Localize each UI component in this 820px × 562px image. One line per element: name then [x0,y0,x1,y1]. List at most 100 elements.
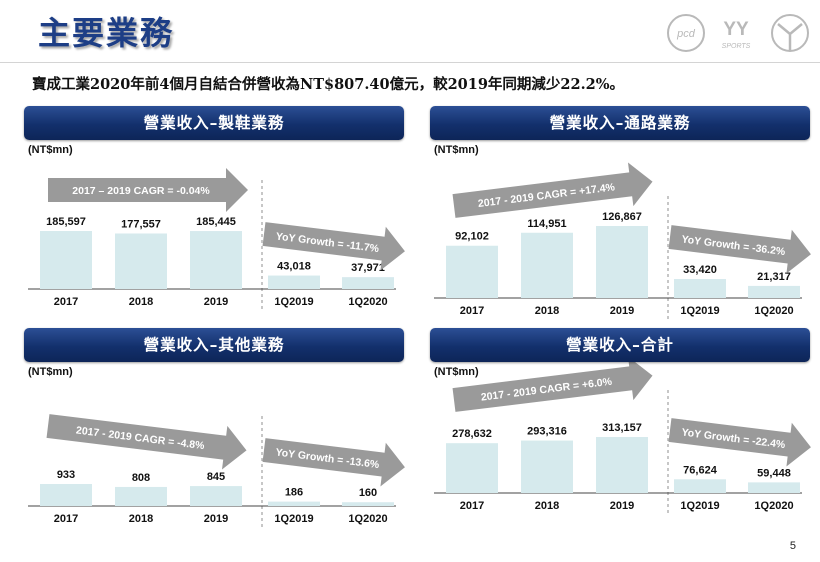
data-label: 33,420 [683,264,717,276]
bar-chart-total: 278,632 2017 293,316 2018 313,157 2019 76,624 1… [434,356,811,515]
cagr-arrow-shape [46,414,247,470]
data-label: 76,624 [683,464,718,476]
bar [190,486,242,506]
bar [268,275,320,289]
x-tick-label: 1Q2020 [754,500,793,512]
data-label: 37,971 [351,262,385,274]
x-tick-label: 2017 [54,296,78,308]
panel-banner: 營業收入–其他業務 [24,328,404,362]
bar [40,231,92,289]
data-label: 59,448 [757,467,791,479]
bar [40,484,92,506]
x-tick-label: 2018 [129,296,153,308]
data-label: 278,632 [452,428,492,440]
bar [748,482,800,493]
cagr-arrow-label: 2017 – 2019 CAGR = -0.04% [72,185,210,197]
yoy-arrow-shape [668,225,811,274]
yy-sports-logo: YY SPORTS [722,19,751,50]
data-label: 185,597 [46,216,86,228]
yoy-arrow-shape [262,222,405,271]
bar [190,231,242,289]
yoy-arrow-shape [668,418,811,467]
unit-label: (NT$mn) [28,144,73,156]
bar [268,501,320,506]
bar [748,285,800,298]
cagr-arrow-shape [452,162,653,218]
x-tick-label: 1Q2020 [348,513,387,525]
cagr-arrow: 2017 - 2019 CAGR = +6.0% [452,356,653,412]
bar [115,233,167,289]
x-tick-label: 2017 [54,513,78,525]
bar [446,245,498,298]
bar [342,502,394,506]
bar [674,279,726,298]
bar [115,486,167,506]
data-label: 114,951 [527,218,566,230]
yoy-arrow: YoY Growth = -22.4% [668,418,811,467]
data-label: 808 [132,472,150,484]
cagr-arrow: 2017 - 2019 CAGR = -4.8% [46,414,247,470]
data-label: 92,102 [455,231,489,243]
unit-label: (NT$mn) [434,366,479,378]
data-label: 21,317 [757,271,791,283]
panel-other: 營業收入–其他業務 (NT$mn) 933 2017 808 2018 845 2019 1… [24,328,409,533]
panel-footwear: 營業收入–製鞋業務 (NT$mn) 185,597 2017 177,557 2018… [24,106,409,326]
data-label: 177,557 [121,219,161,231]
data-label: 293,316 [527,426,567,438]
cagr-arrow-shape [452,356,653,412]
emblem-icon [771,14,809,52]
x-tick-label: 1Q2020 [348,296,387,308]
cagr-arrow: 2017 – 2019 CAGR = -0.04% [48,168,248,212]
panel-retail: 營業收入–通路業務 (NT$mn) 92,102 2017 114,951 2018 1… [430,106,815,326]
x-tick-label: 2019 [610,500,634,512]
panel-banner: 營業收入–製鞋業務 [24,106,404,140]
bar-chart-other: 933 2017 808 2018 845 2019 186 1Q2019 160 1Q2020 2… [28,414,405,528]
bar-chart-retail: 92,102 2017 114,951 2018 126,867 2019 33,420 1Q… [434,162,811,320]
bar [342,277,394,289]
yoy-arrow: YoY Growth = -13.6% [262,438,405,487]
bar [596,437,648,493]
x-tick-label: 1Q2019 [274,513,313,525]
bar-chart-footwear: 185,597 2017 177,557 2018 185,445 2019 43,018 1… [28,168,405,311]
x-tick-label: 2019 [204,513,228,525]
yoy-arrow-shape [262,438,405,487]
sports-logo-text: SPORTS [722,43,751,50]
pcd-logo: pcd [667,14,705,52]
data-label: 185,445 [196,216,236,228]
x-tick-label: 2019 [610,305,634,317]
x-tick-label: 1Q2019 [274,296,313,308]
title-divider [0,62,820,63]
x-tick-label: 2019 [204,296,228,308]
data-label: 313,157 [602,422,642,434]
data-label: 845 [207,471,225,483]
x-tick-label: 1Q2020 [754,305,793,317]
bar [521,232,573,298]
bar [521,440,573,493]
brand-logos: pcd YY SPORTS [667,14,809,52]
cagr-arrow-shape [48,168,248,212]
data-label: 126,867 [602,211,642,223]
yoy-arrow: YoY Growth = -36.2% [668,225,811,274]
panel-banner: 營業收入–合計 [430,328,810,362]
data-label: 933 [57,469,75,481]
x-tick-label: 2018 [535,305,559,317]
panel-banner: 營業收入–通路業務 [430,106,810,140]
yy-logo-text: YY [723,19,749,40]
page-title: 主要業務 [38,14,175,52]
page-number: 5 [789,540,796,552]
data-label: 43,018 [277,261,311,273]
x-tick-label: 2018 [129,513,153,525]
x-tick-label: 2017 [460,500,484,512]
bar [674,479,726,493]
pcd-logo-text: pcd [676,28,696,40]
bar [446,443,498,493]
x-tick-label: 1Q2019 [680,500,719,512]
x-tick-label: 2017 [460,305,484,317]
bar [596,226,648,298]
unit-label: (NT$mn) [28,366,73,378]
x-tick-label: 1Q2019 [680,305,719,317]
data-label: 160 [359,487,377,499]
data-label: 186 [285,487,303,499]
unit-label: (NT$mn) [434,144,479,156]
headline: 寶成工業2020年前4個月自結合併營收為NT$807.40億元，較2019年同期… [32,76,625,93]
